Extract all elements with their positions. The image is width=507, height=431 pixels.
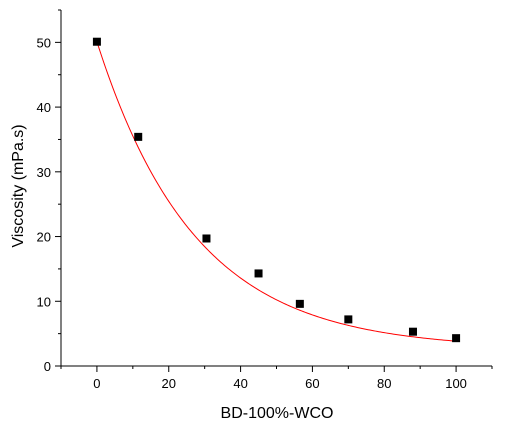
data-points — [92, 37, 461, 343]
fit-curve — [96, 41, 457, 342]
y-tick-label-10: 10 — [37, 294, 51, 309]
y-tick-label-30: 30 — [37, 165, 51, 180]
data-point — [254, 269, 263, 278]
x-tick-label-20: 20 — [162, 376, 176, 391]
data-point — [295, 299, 304, 308]
x-ticks: 0 20 40 60 80 100 — [60, 366, 493, 391]
y-ticks: 0 10 20 30 40 50 — [37, 9, 61, 374]
x-tick-label-40: 40 — [233, 376, 247, 391]
plot-area: 0 20 40 60 80 100 0 10 20 30 40 50 — [37, 9, 493, 391]
y-tick-label-40: 40 — [37, 100, 51, 115]
data-point — [92, 37, 101, 46]
y-tick-label-50: 50 — [37, 35, 51, 50]
x-tick-label-60: 60 — [305, 376, 319, 391]
data-point — [344, 315, 353, 324]
data-point — [202, 234, 211, 243]
y-tick-label-0: 0 — [44, 359, 51, 374]
data-point — [408, 327, 417, 336]
y-axis-label: Viscosity (mPa.s) — [10, 124, 27, 247]
x-tick-label-0: 0 — [93, 376, 100, 391]
data-point — [452, 334, 461, 343]
x-tick-label-100: 100 — [445, 376, 467, 391]
y-tick-label-20: 20 — [37, 230, 51, 245]
data-point — [134, 132, 143, 141]
x-tick-label-80: 80 — [377, 376, 391, 391]
x-axis-label: BD-100%-WCO — [221, 405, 334, 422]
